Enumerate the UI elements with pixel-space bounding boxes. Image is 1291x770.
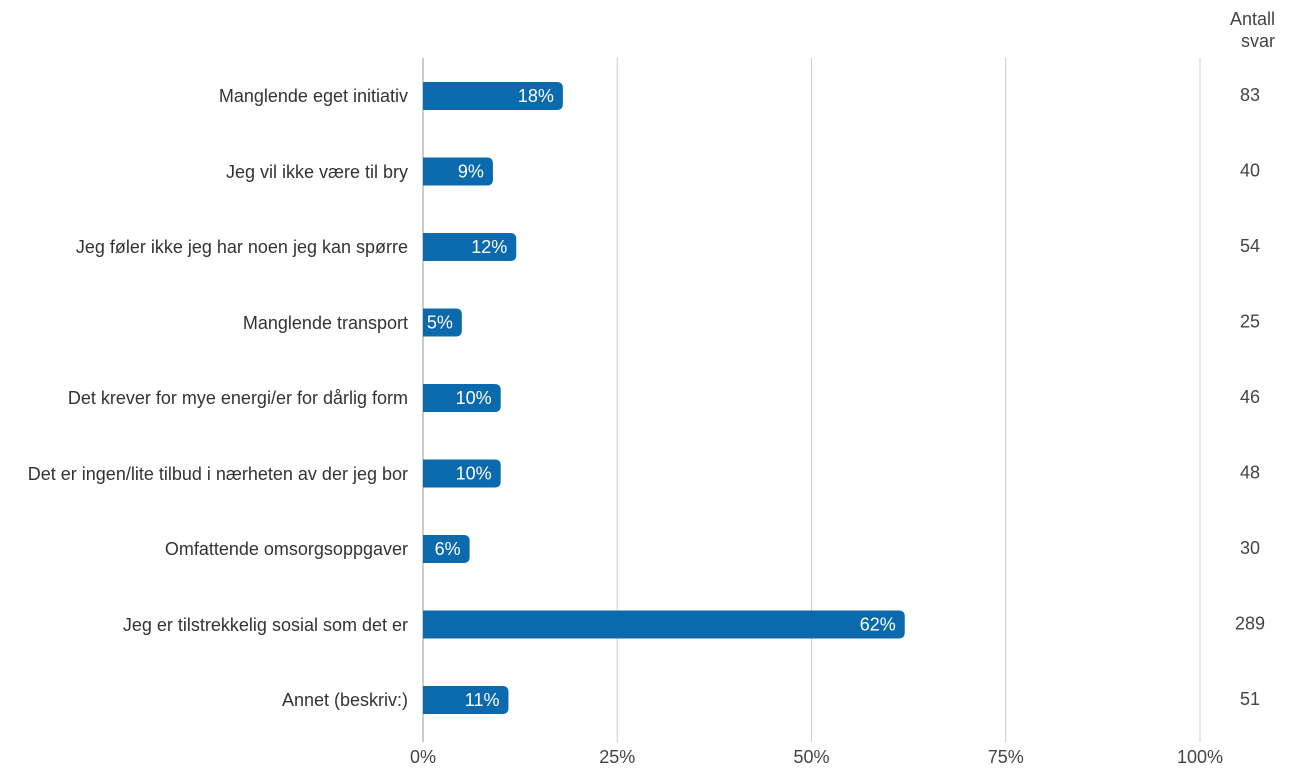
x-tick-label: 25% — [599, 747, 635, 767]
x-tick-label: 100% — [1177, 747, 1223, 767]
count-label: 30 — [1240, 538, 1260, 558]
count-label: 25 — [1240, 311, 1260, 331]
count-label: 51 — [1240, 689, 1260, 709]
bar — [423, 82, 563, 110]
value-label: 9% — [458, 161, 484, 181]
value-label: 6% — [435, 539, 461, 559]
count-label: 46 — [1240, 387, 1260, 407]
value-label: 62% — [860, 614, 896, 634]
x-tick-label: 75% — [988, 747, 1024, 767]
x-tick-label: 50% — [793, 747, 829, 767]
value-label: 18% — [518, 86, 554, 106]
y-tick-label: Jeg vil ikke være til bry — [225, 161, 408, 182]
bar — [423, 157, 493, 186]
bar — [423, 610, 905, 639]
y-tick-label: Omfattende omsorgsoppgaver — [164, 539, 408, 559]
y-tick-label: Det krever for mye energi/er for dårlig … — [67, 388, 408, 408]
y-tick-label: Manglende eget initiativ — [218, 86, 408, 106]
count-label: 40 — [1240, 160, 1260, 180]
y-tick-label: Det er ingen/lite tilbud i nærheten av d… — [27, 463, 408, 484]
y-tick-label: Manglende transport — [242, 312, 408, 333]
y-tick-label: Jeg er tilstrekkelig sosial som det er — [122, 614, 408, 635]
bar — [423, 686, 509, 714]
bar — [423, 459, 501, 488]
value-label: 5% — [427, 312, 453, 332]
count-label: 48 — [1240, 462, 1260, 482]
y-tick-label: Annet (beskriv:) — [281, 690, 408, 710]
value-label: 10% — [456, 388, 492, 408]
count-label: 54 — [1240, 236, 1260, 256]
count-label: 83 — [1240, 85, 1260, 105]
counts-title: Antall svar — [1229, 9, 1275, 51]
bar — [423, 233, 517, 261]
value-label: 11% — [465, 690, 500, 710]
value-label: 10% — [456, 463, 492, 483]
bar — [423, 308, 462, 337]
x-tick-label: 0% — [410, 747, 436, 767]
bar — [423, 535, 470, 563]
value-label: 12% — [471, 237, 507, 257]
count-label: 289 — [1235, 613, 1265, 633]
y-tick-label: Jeg føler ikke jeg har noen jeg kan spør… — [75, 237, 408, 257]
bar — [423, 384, 501, 412]
